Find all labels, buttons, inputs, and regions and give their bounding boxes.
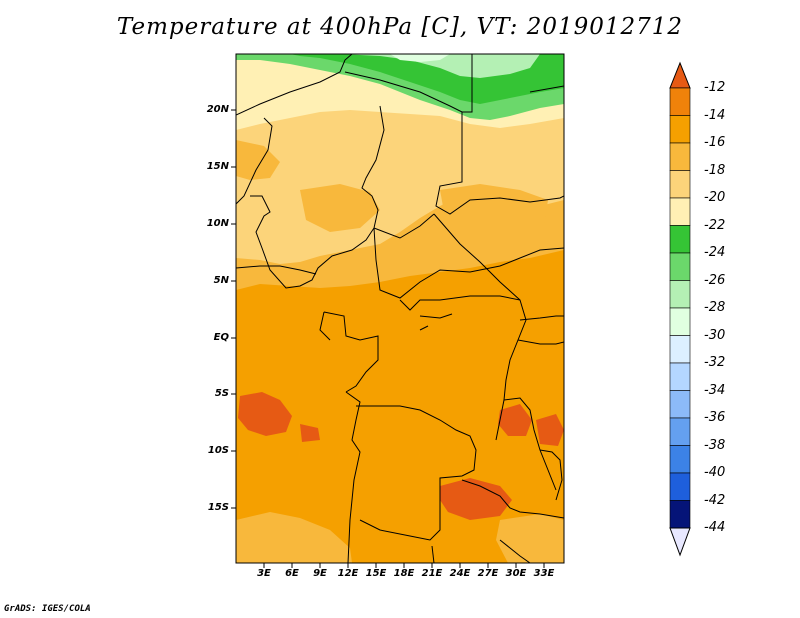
lon-label: 3E: [257, 568, 271, 579]
colorbar-label: -28: [704, 300, 726, 315]
country-borders: [236, 54, 564, 563]
colorbar-label: -18: [704, 163, 726, 178]
colorbar-label: -42: [704, 493, 726, 508]
colorbar-label: -38: [704, 438, 726, 453]
colorbar-label: -34: [704, 383, 726, 398]
colorbar-label: -24: [704, 245, 726, 260]
colorbar-bottom-arrow: [669, 527, 691, 557]
lon-label: 21E: [421, 568, 443, 579]
lon-label: 9E: [313, 568, 327, 579]
lat-label: 15S: [207, 502, 229, 513]
lon-label: 15E: [365, 568, 387, 579]
lat-label: 20N: [206, 104, 229, 115]
lon-label: 18E: [393, 568, 415, 579]
colorbar-top-arrow: [669, 61, 691, 89]
lon-label: 24E: [449, 568, 471, 579]
lat-label: 10S: [207, 445, 229, 456]
chart-title: Temperature at 400hPa [C], VT: 201901271…: [116, 14, 684, 40]
colorbar-label: -12: [704, 80, 726, 95]
lon-label: 30E: [505, 568, 527, 579]
lon-label: 6E: [285, 568, 299, 579]
colorbar-label: -14: [704, 108, 726, 123]
lat-label: 15N: [206, 161, 229, 172]
lon-label: 27E: [477, 568, 499, 579]
lat-label: 5S: [214, 388, 229, 399]
lat-label: EQ: [213, 332, 229, 343]
lon-label: 33E: [533, 568, 555, 579]
colorbar: [669, 61, 691, 557]
colorbar-label: -30: [704, 328, 726, 343]
credit-text: GrADS: IGES/COLA: [4, 604, 91, 614]
colorbar-label: -26: [704, 273, 726, 288]
axis-ticks: [231, 109, 545, 568]
colorbar-label: -36: [704, 410, 726, 425]
colorbar-label: -32: [704, 355, 726, 370]
lat-label: 10N: [206, 218, 229, 229]
colorbar-label: -20: [704, 190, 726, 205]
colorbar-label: -44: [704, 520, 726, 535]
lon-label: 12E: [337, 568, 359, 579]
colorbar-label: -22: [704, 218, 726, 233]
colorbar-label: -16: [704, 135, 726, 150]
temperature-field: [236, 54, 564, 563]
colorbar-label: -40: [704, 465, 726, 480]
lat-label: 5N: [213, 275, 229, 286]
